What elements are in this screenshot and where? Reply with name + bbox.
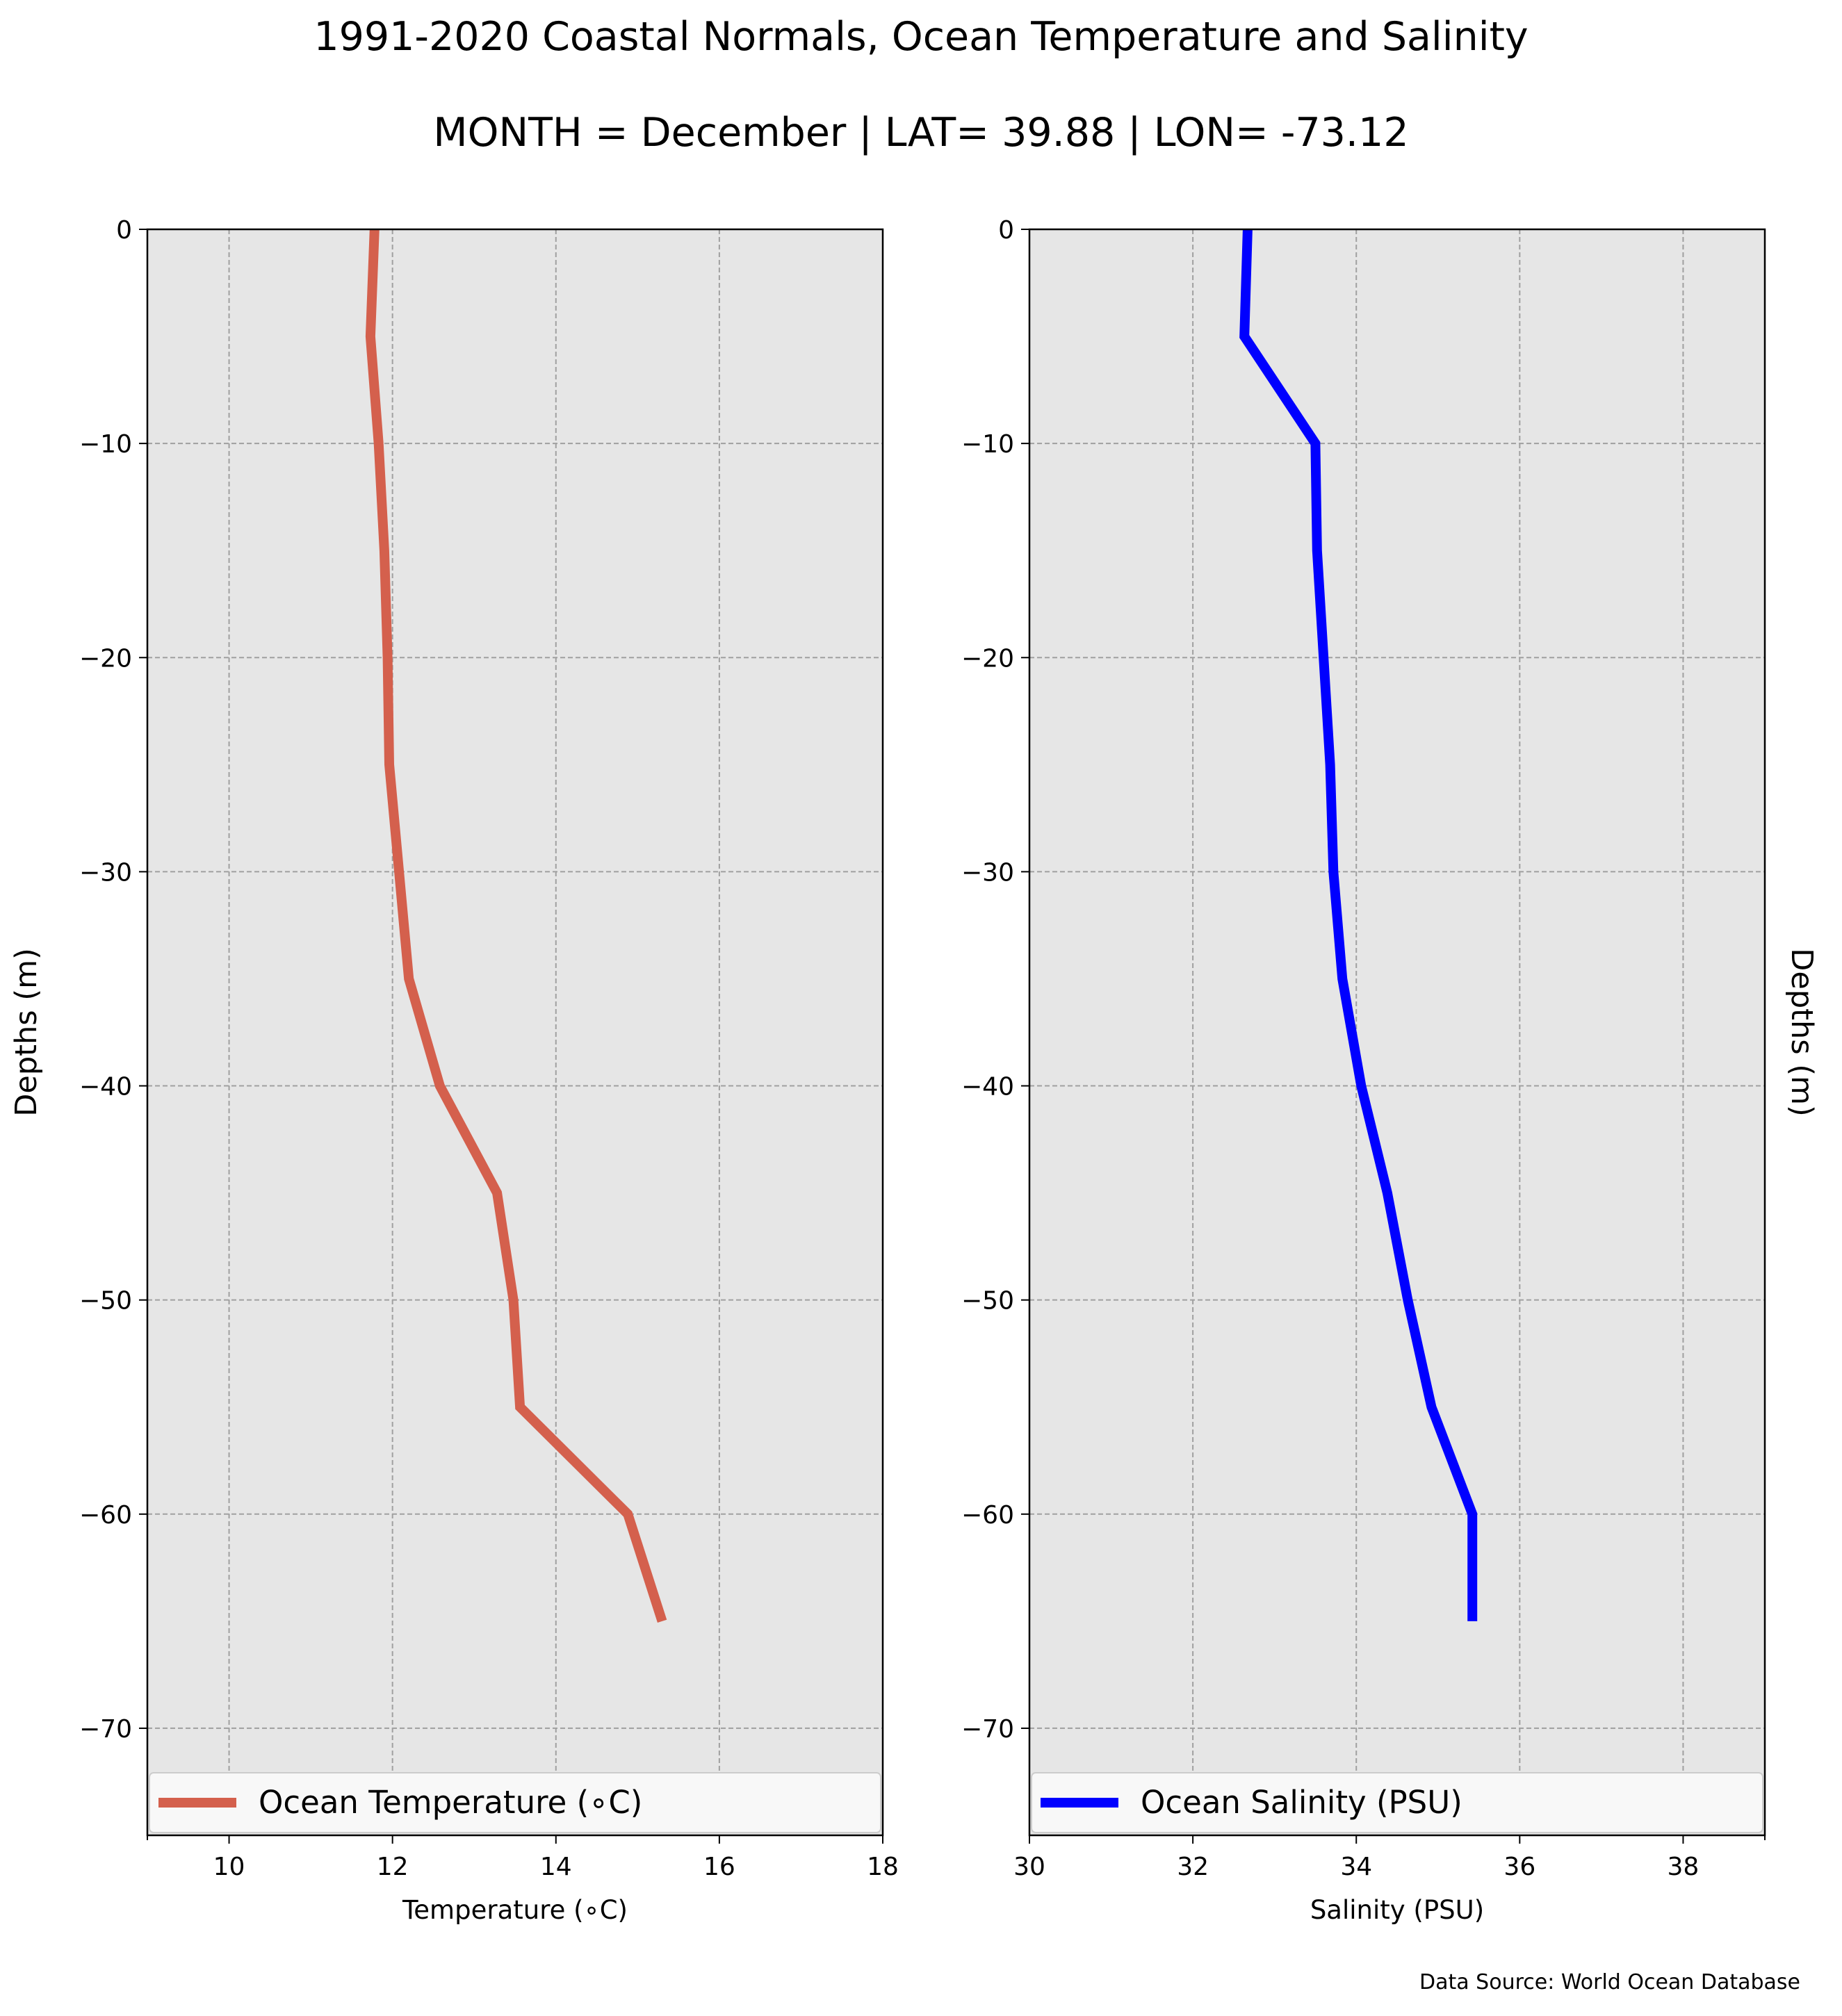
plot-frame	[1028, 228, 1766, 1837]
x-tick-label: 32	[1177, 1853, 1209, 1881]
y-tick-label: −10	[79, 430, 132, 459]
y-tick-label: −30	[79, 858, 132, 887]
y-tick-label: −20	[79, 644, 132, 673]
y-tick-label: −30	[961, 858, 1014, 887]
legend-label: Ocean Temperature (∘C)	[259, 1784, 642, 1821]
x-axis-label: Temperature (∘C)	[402, 1895, 628, 1925]
y-tick-label: −50	[79, 1287, 132, 1316]
x-tick-label: 18	[867, 1853, 899, 1881]
x-tick-label: 14	[540, 1853, 572, 1881]
y-tick-label: −70	[961, 1715, 1014, 1744]
y-tick-label: −60	[961, 1501, 1014, 1530]
y-tick-label: −60	[79, 1501, 132, 1530]
panel-1: 30 32 34 36 38 0 −10 −20 −30 −40 −50 −60 −70 Salinity…	[961, 216, 1819, 1925]
plot-area	[1029, 229, 1765, 1835]
y-tick-label: −40	[961, 1073, 1014, 1101]
x-tick-label: 38	[1668, 1853, 1700, 1881]
x-tick-label: 30	[1013, 1853, 1045, 1881]
y-tick-label: 0	[998, 216, 1014, 245]
chart-title: 1991-2020 Coastal Normals, Ocean Tempera…	[313, 14, 1528, 60]
x-tick-label: 10	[213, 1853, 245, 1881]
y-axis-label: Depths (m)	[9, 948, 44, 1116]
legend-box	[1031, 1772, 1763, 1833]
legend: Ocean Salinity (PSU)	[1031, 1772, 1763, 1833]
legend: Ocean Temperature (∘C)	[149, 1772, 881, 1833]
chart-subtitle: MONTH = December | LAT= 39.88 | LON= -73…	[433, 110, 1408, 156]
y-tick-label: −40	[79, 1073, 132, 1101]
plot-area	[147, 229, 883, 1835]
plot-frame	[146, 228, 884, 1837]
x-tick-label: 12	[377, 1853, 409, 1881]
x-tick-label: 36	[1503, 1853, 1535, 1881]
x-tick-label: 34	[1340, 1853, 1372, 1881]
panel-0: 10 12 14 16 18 0 −10 −20 −30 −40 −50 −60 −70 Temperat…	[9, 216, 899, 1925]
data-source-note: Data Source: World Ocean Database	[1419, 1970, 1800, 1994]
y-tick-label: −10	[961, 430, 1014, 459]
series-line	[1239, 229, 1478, 1621]
x-axis-label: Salinity (PSU)	[1310, 1895, 1484, 1925]
y-tick-label: −50	[961, 1287, 1014, 1316]
plot-panels: 10 12 14 16 18 0 −10 −20 −30 −40 −50 −60 −70 Temperat…	[9, 216, 1819, 1925]
y-tick-label: 0	[116, 216, 132, 245]
y-tick-label: −20	[961, 644, 1014, 673]
series-line	[365, 229, 667, 1623]
y-tick-label: −70	[79, 1715, 132, 1744]
legend-box	[149, 1772, 881, 1833]
legend-label: Ocean Salinity (PSU)	[1141, 1784, 1462, 1821]
x-tick-label: 16	[703, 1853, 735, 1881]
y-axis-label: Depths (m)	[1784, 948, 1819, 1116]
